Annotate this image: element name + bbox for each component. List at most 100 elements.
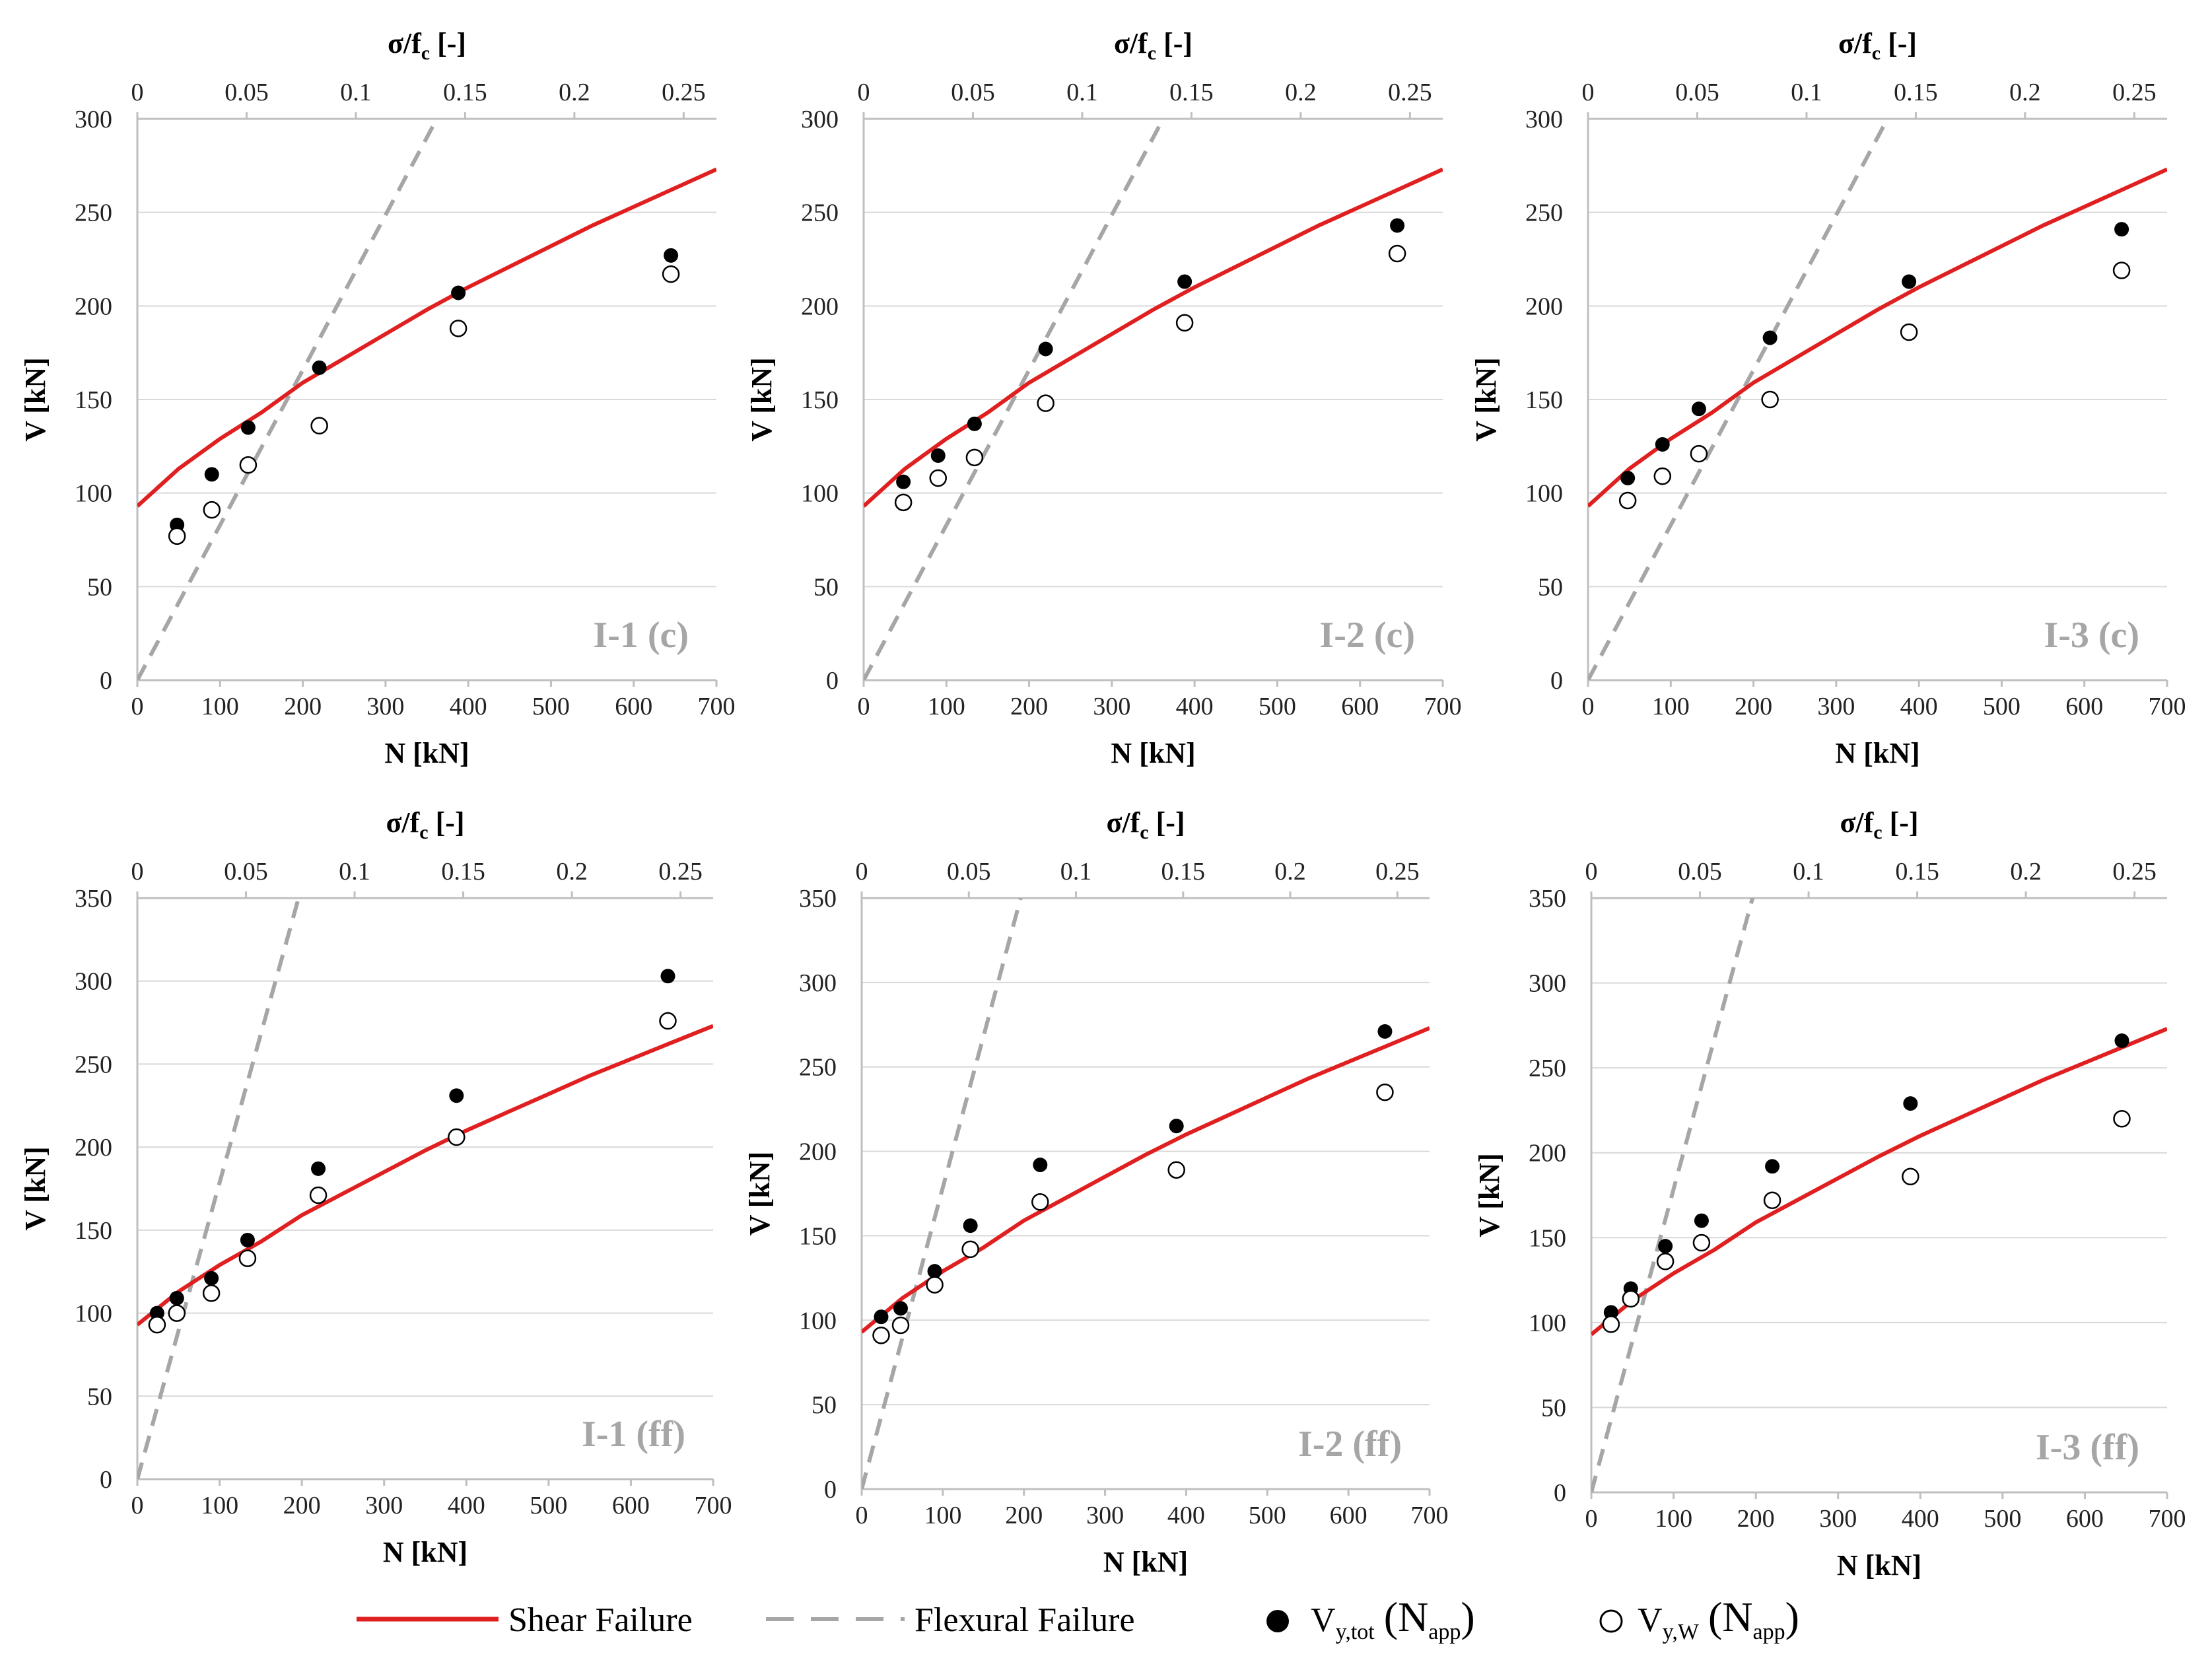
panel-6: 0 100 200 300 400 500 600 700 0 50 100 150 200 250 300… xyxy=(1473,806,2186,1582)
legend-vw-sub: y,W xyxy=(1663,1620,1700,1644)
vtot-point xyxy=(149,1305,164,1321)
vtot-point xyxy=(660,969,675,984)
x2-tick-label: 0 xyxy=(131,858,144,886)
x-tick-label: 200 xyxy=(1005,1502,1043,1529)
x2-tick-label: 0.15 xyxy=(441,858,485,886)
vw-point xyxy=(965,448,984,467)
legend-vw-paren-open: (N xyxy=(1708,1593,1753,1640)
x2-tick-label: 0.25 xyxy=(1388,79,1432,106)
vw-point xyxy=(148,1315,166,1334)
vtot-point xyxy=(896,474,911,489)
vw-point xyxy=(2112,261,2131,279)
y-tick-label: 0 xyxy=(1550,667,1563,695)
legend-flexural-label: Flexural Failure xyxy=(915,1601,1135,1639)
x-tick-label: 700 xyxy=(695,1492,732,1519)
x2-tick-label: 0.15 xyxy=(1169,79,1214,106)
x-tick-label: 500 xyxy=(1984,1505,2021,1533)
x2-axis-title-sub: c xyxy=(1148,42,1156,64)
vw-point xyxy=(2113,1110,2131,1128)
panel-label: I-3 (c) xyxy=(2044,615,2139,656)
y-tick-label: 300 xyxy=(75,968,112,996)
x2-tick-label: 0.1 xyxy=(1791,79,1822,106)
x2-tick-label: 0.2 xyxy=(2009,79,2041,106)
vw-point xyxy=(1167,1161,1185,1179)
x-tick-label: 700 xyxy=(2149,693,2186,720)
y-tick-label: 150 xyxy=(75,1217,112,1245)
x2-tick-label: 0.25 xyxy=(662,79,706,106)
x-tick-label: 0 xyxy=(131,693,144,720)
vw-point xyxy=(1763,1191,1781,1209)
vtot-point xyxy=(1038,341,1053,357)
x2-axis-title: σ/fc [-] xyxy=(386,806,464,843)
x2-axis-title-sub: c xyxy=(419,821,428,843)
panel-label: I-3 (ff) xyxy=(2036,1427,2139,1468)
x2-tick-label: 0.15 xyxy=(1895,858,1939,886)
vw-point xyxy=(1690,444,1708,463)
x-axis-title: N [kN] xyxy=(1111,737,1195,769)
x-tick-label: 400 xyxy=(1900,693,1938,720)
y-tick-label: 350 xyxy=(799,885,837,913)
y-axis-title: V [kN] xyxy=(19,1146,52,1231)
vw-point xyxy=(1175,314,1194,332)
y-tick-label: 50 xyxy=(813,573,839,601)
x-tick-label: 400 xyxy=(1176,693,1214,720)
vw-point xyxy=(1031,1193,1049,1211)
vtot-point xyxy=(1620,471,1636,485)
x-tick-label: 0 xyxy=(1585,1505,1598,1533)
x-axis-title: N [kN] xyxy=(1103,1546,1188,1578)
x-tick-label: 100 xyxy=(928,693,965,720)
panel-3: 0 100 200 300 400 500 600 700 0 50 100 150 200 250 300… xyxy=(1470,27,2186,769)
x2-axis-title-rest: [-] xyxy=(430,27,466,59)
vtot-point xyxy=(927,1264,942,1279)
vtot-point xyxy=(2114,1033,2129,1048)
x2-axis-title-main: σ/f xyxy=(1840,806,1874,839)
panel-label: I-2 (ff) xyxy=(1298,1424,1402,1465)
vw-point xyxy=(238,1249,257,1267)
y-tick-label: 100 xyxy=(799,1307,837,1335)
x2-tick-label: 0.25 xyxy=(1375,858,1420,886)
y-tick-label: 250 xyxy=(75,1051,112,1078)
y-tick-label: 0 xyxy=(824,1476,837,1504)
x2-axis-title-main: σ/f xyxy=(1106,806,1140,839)
y-tick-label: 150 xyxy=(799,1222,837,1250)
y-tick-label: 300 xyxy=(1525,106,1563,133)
x-tick-label: 200 xyxy=(1737,1505,1775,1533)
legend-vw-marker xyxy=(1599,1609,1623,1633)
x2-axis-title-main: σ/f xyxy=(388,27,422,59)
vw-point xyxy=(1902,1167,1919,1185)
y-tick-label: 350 xyxy=(75,885,112,913)
x-tick-label: 200 xyxy=(1735,693,1772,720)
vtot-point xyxy=(451,285,466,300)
x2-tick-label: 0.1 xyxy=(1066,79,1098,106)
x2-tick-label: 0.2 xyxy=(1285,79,1317,106)
x2-tick-label: 0.05 xyxy=(947,858,991,886)
flexural-failure-line xyxy=(1591,898,1755,1492)
x2-axis-title: σ/fc [-] xyxy=(388,27,466,64)
x2-tick-label: 0.15 xyxy=(1161,858,1206,886)
vtot-point xyxy=(169,1290,184,1305)
vw-point xyxy=(449,320,467,337)
x-axis-title: N [kN] xyxy=(1837,1549,1921,1582)
x-tick-label: 700 xyxy=(2149,1505,2186,1533)
legend-vtot-paren-open: (N xyxy=(1384,1593,1429,1640)
legend-vtot-label: Vy,tot (Napp) xyxy=(1311,1593,1475,1644)
x2-tick-label: 0 xyxy=(858,79,870,106)
x2-axis-title-rest: [-] xyxy=(1149,806,1185,839)
y-axis-title: V [kN] xyxy=(1473,1153,1505,1237)
vw-point xyxy=(926,1276,944,1294)
x2-axis-title: σ/fc [-] xyxy=(1114,27,1192,64)
y-tick-label: 200 xyxy=(799,1138,837,1166)
vw-point xyxy=(309,1186,328,1204)
y-tick-label: 300 xyxy=(1529,970,1566,998)
vtot-point xyxy=(1655,437,1670,452)
vw-point xyxy=(662,265,680,283)
x-tick-label: 400 xyxy=(1902,1505,1939,1533)
x-tick-label: 200 xyxy=(1010,693,1048,720)
x-tick-label: 0 xyxy=(1582,693,1595,720)
y-tick-label: 300 xyxy=(75,106,112,133)
x-tick-label: 600 xyxy=(2066,1505,2104,1533)
x2-tick-label: 0.1 xyxy=(340,79,372,106)
x2-tick-label: 0.2 xyxy=(1274,858,1306,886)
x-tick-label: 0 xyxy=(856,1502,868,1529)
x2-tick-label: 0.15 xyxy=(1894,79,1938,106)
